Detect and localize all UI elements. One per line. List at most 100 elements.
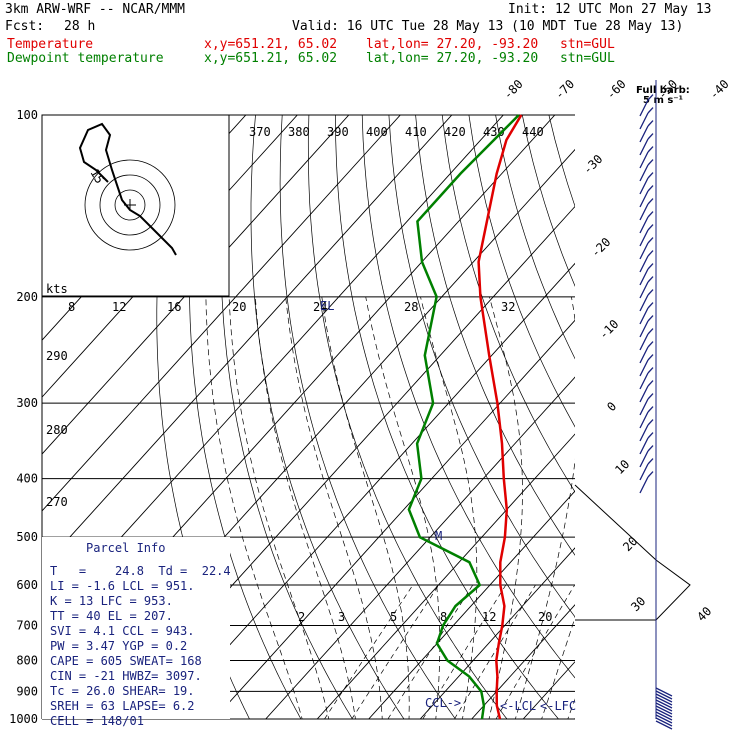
wind-barb: [639, 463, 649, 481]
hodograph-direction-label: 290: [46, 349, 68, 363]
dewpoint-latlon: lat,lon= 27.20, -93.20: [366, 51, 539, 66]
ccl-marker: CCL->: [425, 696, 461, 710]
moist-adiabat: [285, 296, 383, 719]
model-title: 3km ARW-WRF -- NCAR/MMM: [5, 2, 186, 17]
hodograph-units: kts: [46, 282, 68, 296]
wind-barb-flag: [647, 289, 654, 296]
moist-adiabat: [515, 296, 575, 719]
wind-barb-flag: [647, 276, 654, 283]
theta-label: 410: [405, 125, 427, 139]
isotherm-label-right: 20: [620, 534, 640, 554]
wind-barb: [639, 203, 649, 221]
wind-barb: [639, 411, 649, 429]
pressure-label: 600: [16, 578, 38, 592]
isotherm-label-top: -70: [552, 77, 577, 102]
wind-barb: [639, 151, 649, 169]
wind-barb: [639, 190, 649, 208]
wind-barb-flag: [647, 172, 654, 179]
parcel-row-svi-ccl: SVI = 4.1 CCL = 943.: [50, 624, 195, 638]
wind-barb: [639, 372, 649, 390]
hodograph-speed-label: 32: [501, 300, 515, 314]
forecast-hour: 28 h: [64, 19, 96, 34]
wind-barb-flag: [647, 445, 654, 452]
dry-adiabat: [495, 115, 575, 360]
wind-barb-low: [655, 708, 673, 718]
isotherm-label-right: -10: [596, 317, 621, 342]
wind-barb-low: [655, 705, 673, 715]
parcel-row-tt-el: TT = 40 EL = 207.: [50, 609, 173, 623]
wind-barb-low: [655, 699, 673, 709]
mixing-ratio-label: 12: [482, 610, 496, 624]
wind-barb-flag: [647, 458, 654, 465]
parcel-row-tc-shear: Tc = 26.0 SHEAR= 19.: [50, 684, 195, 698]
wind-barb: [639, 450, 649, 468]
barb-legend-title: Full barb:: [636, 85, 690, 96]
pressure-label: 500: [16, 530, 38, 544]
isotherm-line: [419, 547, 575, 719]
hodograph-speed-label: 8: [68, 300, 75, 314]
forecast-label: Fcst:: [5, 19, 45, 34]
temperature-xy: x,y=651.21, 65.02: [204, 37, 338, 52]
wind-barb-flag: [647, 211, 654, 218]
wind-barb: [639, 346, 649, 364]
wind-barb-low: [655, 693, 673, 703]
wind-barb-flag: [647, 159, 654, 166]
dry-adiabat: [415, 115, 575, 556]
wind-barb-flag: [647, 393, 654, 400]
hodograph-ring: [84, 159, 176, 251]
dewpoint-station: stn=GUL: [560, 51, 615, 66]
wind-barb-flag: [647, 471, 654, 478]
wind-barb-flag: [647, 432, 654, 439]
wind-barb-low: [655, 690, 673, 700]
parcel-row-t-td: T = 24.8 Td = 22.4: [50, 564, 231, 578]
hodograph-direction-label: 270: [46, 495, 68, 509]
wind-barb-low: [655, 687, 673, 697]
wind-barb: [639, 476, 649, 494]
moist-adiabat: [567, 698, 575, 719]
pressure-label: 300: [16, 396, 38, 410]
temperature-latlon: lat,lon= 27.20, -93.20: [366, 37, 539, 52]
isotherm-line: [626, 115, 740, 719]
isotherm-label-top: -60: [604, 77, 629, 102]
frame-edge: [574, 484, 691, 621]
wind-barb-flag: [647, 341, 654, 348]
pressure-label: 400: [16, 472, 38, 486]
isotherm-label-right: 10: [612, 457, 632, 477]
pressure-label: 1000: [9, 712, 38, 726]
isotherm-line: [522, 661, 575, 719]
wind-barb-low: [655, 720, 673, 730]
wind-barb-flag: [647, 328, 654, 335]
parcel-row-k-lfc: K = 13 LFC = 953.: [50, 594, 173, 608]
wind-barb: [639, 268, 649, 286]
wind-barb: [639, 294, 649, 312]
mixing-ratio-line: [351, 584, 439, 719]
hodograph-trace: [78, 122, 177, 256]
mixing-ratio-line: [454, 584, 536, 719]
hodograph-ring: [114, 189, 146, 221]
wind-barb: [639, 177, 649, 195]
moist-adiabat: [228, 296, 330, 719]
wind-barb: [639, 138, 649, 156]
isotherm-label-top: -40: [707, 77, 732, 102]
isotherm-line: [574, 717, 575, 719]
wind-barb: [639, 99, 649, 117]
pressure-label: 200: [16, 290, 38, 304]
isotherm-line: [316, 433, 575, 719]
hodograph-speed-label: 12: [112, 300, 126, 314]
wind-barb-low: [655, 717, 673, 727]
theta-label: 370: [249, 125, 271, 139]
parcel-info-panel: [42, 537, 230, 719]
theta-label: 440: [522, 125, 544, 139]
wind-barb-flag: [647, 250, 654, 257]
isotherm-label-right: 0: [604, 399, 619, 414]
wind-barb: [639, 216, 649, 234]
lcl-marker: <-LCL: [500, 699, 536, 713]
dry-adiabat: [521, 115, 575, 287]
parcel-row-li-lcl: LI = -1.6 LCL = 951.: [50, 579, 195, 593]
isotherm-label-right: -20: [588, 235, 613, 260]
hodograph-speed-label: 28: [404, 300, 418, 314]
hodograph-ring: [99, 174, 161, 236]
dry-adiabat: [189, 115, 302, 719]
isotherm-line: [42, 115, 453, 569]
